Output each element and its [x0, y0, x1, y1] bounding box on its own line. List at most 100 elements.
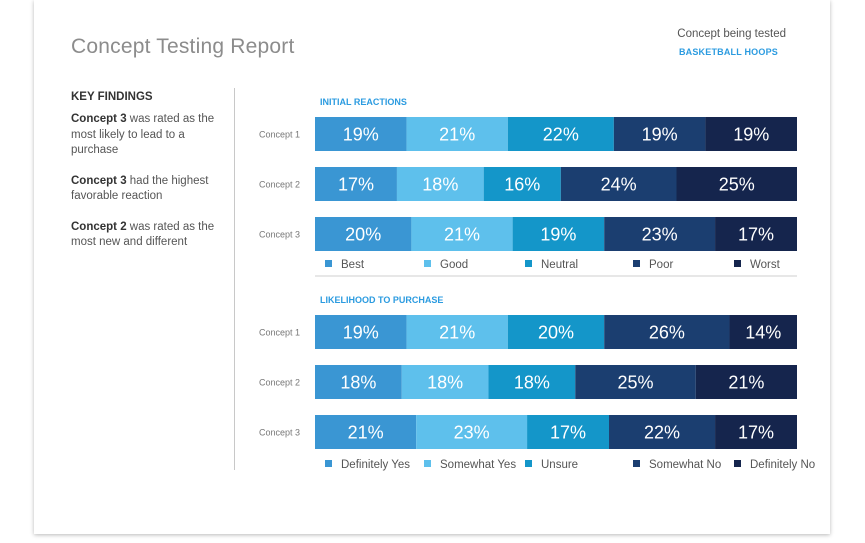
- legend-label: Somewhat Yes: [440, 459, 516, 471]
- data-label: 21%: [348, 423, 384, 443]
- bar-segment: [676, 167, 797, 201]
- data-label: 24%: [601, 175, 637, 195]
- data-label: 23%: [454, 423, 490, 443]
- bar-segment: [406, 117, 508, 151]
- data-label: 17%: [550, 423, 586, 443]
- bar-segment: [512, 217, 605, 251]
- data-label: 22%: [543, 125, 579, 145]
- data-label: 19%: [343, 323, 379, 343]
- finding-subject: Concept 2: [71, 220, 127, 233]
- data-label: 19%: [733, 125, 769, 145]
- page-title: Concept Testing Report: [71, 35, 295, 58]
- vertical-divider: [234, 88, 235, 470]
- data-label: 22%: [644, 423, 680, 443]
- finding-subject: Concept 3: [71, 174, 127, 187]
- data-label: 21%: [444, 225, 480, 245]
- legend-swatch: [734, 460, 741, 467]
- bar-segment: [315, 315, 407, 349]
- legend-swatch: [525, 260, 532, 267]
- bar-segment: [401, 365, 489, 399]
- finding-text: was rated as the most likely to lead to …: [71, 113, 215, 156]
- data-label: 18%: [340, 373, 376, 393]
- legend-label: Neutral: [541, 259, 578, 271]
- data-label: 17%: [738, 423, 774, 443]
- legend-label: Worst: [750, 259, 781, 271]
- bar-segment: [604, 217, 716, 251]
- legend-swatch: [525, 460, 532, 467]
- bar-segment: [613, 117, 706, 151]
- legend-label: Good: [440, 259, 468, 271]
- data-label: 17%: [738, 225, 774, 245]
- data-label: 17%: [338, 175, 374, 195]
- data-label: 20%: [345, 225, 381, 245]
- key-findings-panel: KEY FINDINGS Concept 3 was rated as the …: [71, 91, 221, 266]
- data-label: 19%: [642, 125, 678, 145]
- bar-segment: [483, 167, 561, 201]
- bar-segment: [575, 365, 696, 399]
- data-label: 26%: [649, 323, 685, 343]
- chart-title: LIKELIHOOD TO PURCHASE: [320, 295, 443, 305]
- bar-segment: [315, 415, 417, 449]
- chart-title: INITIAL REACTIONS: [320, 97, 407, 107]
- legend-label: Unsure: [541, 459, 578, 471]
- category-label: Concept 3: [259, 428, 300, 438]
- bar-segment: [604, 315, 730, 349]
- finding-item: Concept 3 had the highest favorable reac…: [71, 174, 221, 205]
- legend-swatch: [633, 460, 640, 467]
- category-label: Concept 1: [259, 328, 300, 338]
- data-label: 21%: [439, 125, 475, 145]
- finding-item: Concept 3 was rated as the most likely t…: [71, 112, 221, 159]
- data-label: 21%: [728, 373, 764, 393]
- bar-segment: [507, 117, 614, 151]
- legend-swatch: [325, 460, 332, 467]
- bar-segment: [315, 117, 407, 151]
- data-label: 18%: [422, 175, 458, 195]
- legend-label: Best: [341, 259, 365, 271]
- bar-segment: [715, 415, 797, 449]
- category-label: Concept 1: [259, 130, 300, 140]
- finding-text: had the highest favorable reaction: [71, 174, 209, 203]
- bar-segment: [315, 167, 397, 201]
- legend-swatch: [633, 260, 640, 267]
- legend-swatch: [424, 260, 431, 267]
- bar-segment: [411, 217, 513, 251]
- bar-segment: [315, 365, 402, 399]
- finding-item: Concept 2 was rated as the most new and …: [71, 220, 221, 251]
- bar-segment: [488, 365, 576, 399]
- bar-segment: [715, 217, 797, 251]
- bar-segment: [705, 117, 797, 151]
- key-findings-heading: KEY FINDINGS: [71, 91, 153, 103]
- finding-text: was rated as the most new and different: [71, 220, 215, 249]
- data-label: 19%: [343, 125, 379, 145]
- bar-segment: [695, 365, 797, 399]
- bar-segment: [609, 415, 716, 449]
- data-label: 16%: [504, 175, 540, 195]
- category-label: Concept 3: [259, 230, 300, 240]
- legend-label: Somewhat No: [649, 459, 721, 471]
- legend-label: Definitely Yes: [341, 459, 410, 471]
- data-label: 14%: [745, 323, 781, 343]
- data-label: 23%: [642, 225, 678, 245]
- category-label: Concept 2: [259, 180, 300, 190]
- concept-value: BASKETBALL HOOPS: [678, 47, 778, 57]
- bar-segment: [396, 167, 484, 201]
- finding-subject: Concept 3: [71, 113, 127, 125]
- bar-segment: [406, 315, 508, 349]
- bar-segment: [527, 415, 610, 449]
- category-label: Concept 2: [259, 378, 300, 388]
- legend-swatch: [325, 260, 332, 267]
- data-label: 19%: [540, 225, 576, 245]
- legend-swatch: [424, 460, 431, 467]
- data-label: 21%: [439, 323, 475, 343]
- bar-segment: [416, 415, 528, 449]
- legend-label: Poor: [649, 259, 673, 271]
- legend-swatch: [734, 260, 741, 267]
- bar-segment: [315, 217, 412, 251]
- data-label: 25%: [618, 373, 654, 393]
- bar-segment: [560, 167, 677, 201]
- bar-segment: [729, 315, 797, 349]
- data-label: 18%: [427, 373, 463, 393]
- data-label: 18%: [514, 373, 550, 393]
- concept-label: Concept being tested: [677, 28, 786, 40]
